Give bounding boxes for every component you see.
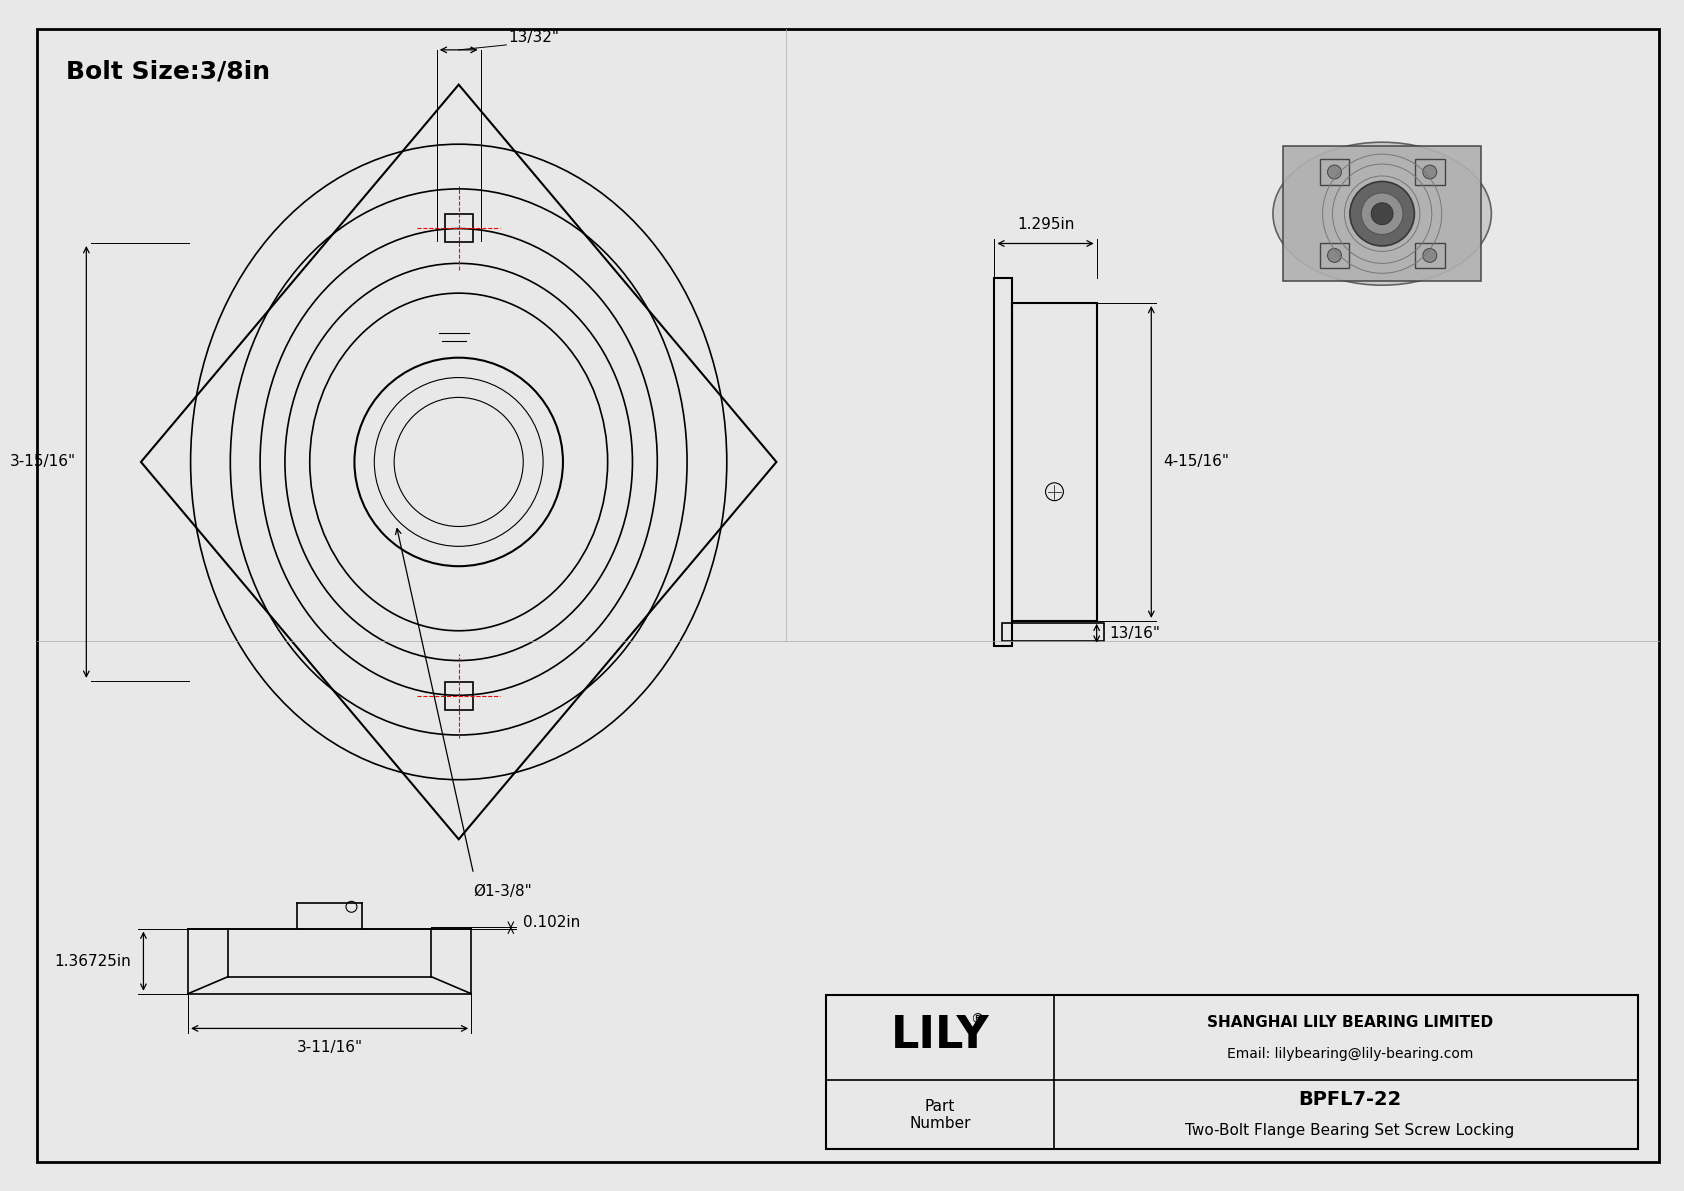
Ellipse shape xyxy=(1371,202,1393,225)
Text: 0.102in: 0.102in xyxy=(522,915,579,930)
Text: 1.36725in: 1.36725in xyxy=(56,954,131,968)
Circle shape xyxy=(1327,166,1342,179)
Text: 13/32": 13/32" xyxy=(509,30,559,45)
Text: Bolt Size:3/8in: Bolt Size:3/8in xyxy=(66,60,271,83)
Bar xyxy=(445,682,473,710)
Circle shape xyxy=(1423,166,1436,179)
Circle shape xyxy=(1423,249,1436,262)
Text: ®: ® xyxy=(970,1012,985,1027)
Text: 13/16": 13/16" xyxy=(1110,625,1160,641)
Text: 1.295in: 1.295in xyxy=(1017,217,1074,231)
Text: SHANGHAI LILY BEARING LIMITED: SHANGHAI LILY BEARING LIMITED xyxy=(1207,1016,1494,1030)
Circle shape xyxy=(1327,249,1342,262)
Bar xyxy=(994,279,1012,646)
Text: LILY: LILY xyxy=(891,1014,989,1056)
Ellipse shape xyxy=(1361,193,1403,235)
Bar xyxy=(1320,160,1349,185)
Text: Email: lilybearing@lily-bearing.com: Email: lilybearing@lily-bearing.com xyxy=(1226,1047,1474,1061)
Text: 3-15/16": 3-15/16" xyxy=(10,455,76,469)
Text: BPFL7-22: BPFL7-22 xyxy=(1298,1090,1401,1109)
Bar xyxy=(1415,243,1445,268)
Bar xyxy=(827,996,1639,1149)
Bar xyxy=(445,214,473,242)
Bar xyxy=(1012,303,1096,621)
Text: 3-11/16": 3-11/16" xyxy=(296,1041,362,1055)
Ellipse shape xyxy=(1273,142,1492,285)
Text: Part
Number: Part Number xyxy=(909,1099,970,1131)
Text: Two-Bolt Flange Bearing Set Screw Locking: Two-Bolt Flange Bearing Set Screw Lockin… xyxy=(1186,1123,1514,1139)
Bar xyxy=(1415,160,1445,185)
Bar xyxy=(1002,623,1103,641)
Text: 4-15/16": 4-15/16" xyxy=(1164,455,1229,469)
Ellipse shape xyxy=(1351,181,1415,247)
Bar xyxy=(1283,146,1482,281)
Text: Ø1-3/8": Ø1-3/8" xyxy=(473,884,532,899)
Bar xyxy=(1320,243,1349,268)
